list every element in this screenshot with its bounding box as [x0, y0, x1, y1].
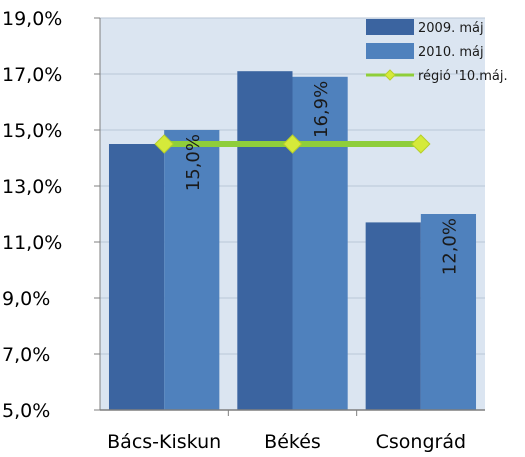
y-tick-label: 17,0% — [2, 64, 62, 86]
legend-swatch — [366, 43, 414, 59]
y-axis: 5,0% 7,0% 9,0% 11,0% 13,0% 15,0% 17,0% 19,0% — [2, 8, 100, 422]
bar — [109, 144, 164, 410]
data-label: 12,0% — [439, 218, 460, 275]
y-tick-label: 13,0% — [2, 176, 62, 198]
x-tick-label: Csongrád — [376, 431, 466, 453]
x-axis: Bács-Kiskun Békés Csongrád — [100, 410, 485, 453]
x-tick-label: Békés — [264, 431, 321, 453]
data-label: 16,9% — [311, 81, 332, 138]
legend-swatch — [366, 19, 414, 35]
y-tick-label: 19,0% — [2, 8, 62, 30]
y-tick-label: 7,0% — [2, 344, 50, 366]
legend-label: régió '10.máj. — [418, 69, 508, 84]
data-label: 15,0% — [183, 134, 204, 191]
y-tick-label: 5,0% — [2, 400, 50, 422]
legend-label: 2010. máj — [418, 45, 484, 60]
bar — [366, 222, 421, 410]
bar — [237, 71, 292, 410]
legend: 2009. máj 2010. máj régió '10.máj. — [366, 19, 508, 84]
y-tick-label: 15,0% — [2, 120, 62, 142]
x-tick-label: Bács-Kiskun — [107, 431, 221, 453]
y-tick-label: 9,0% — [2, 288, 50, 310]
y-tick-label: 11,0% — [2, 232, 62, 254]
legend-label: 2009. máj — [418, 21, 484, 36]
